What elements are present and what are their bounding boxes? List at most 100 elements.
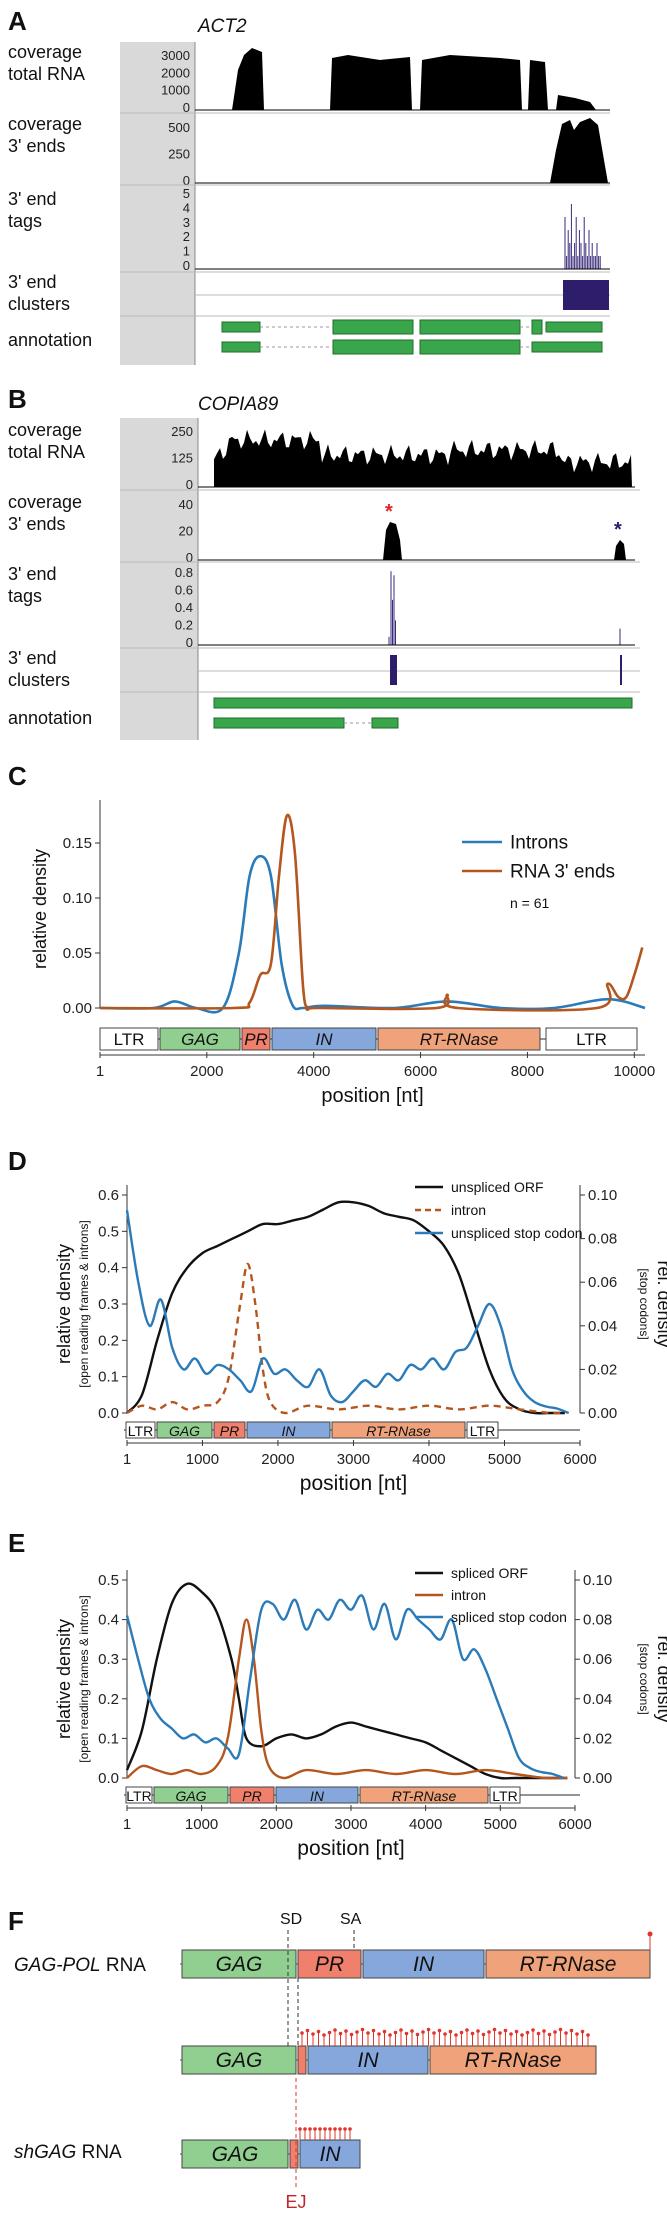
domain-label: LTR xyxy=(576,1030,607,1049)
tick-label: 0.2 xyxy=(175,618,193,633)
sd-label: SD xyxy=(280,1911,302,1928)
domain-box xyxy=(159,1027,241,1051)
row3-in-label: IN xyxy=(320,2143,342,2166)
row2-stop-dot xyxy=(481,2032,486,2037)
series-line-spliced-stop-codon xyxy=(125,1594,565,1780)
tick-label: 1000 xyxy=(161,83,190,98)
y-axis-sublabel: [open reading frames & introns] xyxy=(77,1595,91,1762)
row2-stop-dot xyxy=(355,2030,359,2034)
series-line-rna-3-ends xyxy=(99,813,644,1012)
legend-label: spliced ORF xyxy=(451,1565,528,1581)
panel-e: E 0.5 0.4 0.3 0.2 0.1 0.0 0.10 0.08 0.06 0.04 0.02… xyxy=(8,1528,667,1860)
row3-stop-dot xyxy=(308,2127,312,2131)
row1-pr xyxy=(297,1949,362,1979)
row2-stop-dot xyxy=(448,2029,453,2034)
domain-label: PR xyxy=(242,1788,261,1804)
domain-label: LTR xyxy=(470,1423,495,1439)
domain-box xyxy=(125,1786,153,1804)
row2-stop-dot xyxy=(459,2030,464,2035)
x-tick-label: 4000 xyxy=(409,1816,442,1833)
x-tick-label: 8000 xyxy=(511,1063,544,1080)
y2-tick-label: 0.10 xyxy=(583,1572,612,1589)
y2-tick-label: 0.02 xyxy=(583,1730,612,1747)
x-tick-label: 1 xyxy=(96,1063,104,1080)
y2-tick-label: 0.06 xyxy=(583,1651,612,1668)
row2-stop-dot xyxy=(360,2027,365,2032)
panel-letter-b: B xyxy=(8,384,27,414)
tick-label: 20 xyxy=(179,524,193,539)
row2-stop-dot xyxy=(410,2029,414,2033)
domain-label: IN xyxy=(310,1788,325,1804)
y2-tick-label: 0.08 xyxy=(588,1231,617,1248)
diagram-f: GAG PR IN RT-RNase SD SA GAG IN RT-RNase GAG IN EJ xyxy=(180,1911,653,2212)
track-label: coverage xyxy=(8,114,82,134)
track-label: annotation xyxy=(8,708,92,728)
row2-in xyxy=(307,2045,429,2075)
track-label: coverage xyxy=(8,42,82,62)
domain-label: PR xyxy=(244,1030,268,1049)
row2-stop-dot xyxy=(514,2029,519,2034)
domain-box xyxy=(545,1027,638,1051)
series-line-intron xyxy=(126,1262,565,1415)
domain-box xyxy=(246,1421,331,1439)
chart-d: 0.6 0.5 0.4 0.3 0.2 0.1 0.0 0.10 0.08 0.06 0.04 0.0… xyxy=(54,1179,667,1495)
row2-rt-label: RT-RNase xyxy=(465,2049,562,2072)
y-tick-label: 0.10 xyxy=(63,890,92,907)
y2-axis-label: rel. density xyxy=(654,1635,667,1722)
y-tick-label: 0.2 xyxy=(98,1332,119,1349)
tick-label: 2 xyxy=(183,229,190,244)
row2-stop-dot xyxy=(300,2031,304,2035)
row2-stop-dot xyxy=(415,2032,420,2037)
row2-stop-dot xyxy=(470,2031,475,2036)
track-label: total RNA xyxy=(8,64,85,84)
x-tick-label: 1000 xyxy=(185,1816,218,1833)
annotation-introns-a xyxy=(260,326,532,348)
y2-tick-label: 0.00 xyxy=(588,1405,617,1422)
y2-axis-sublabel: [stop codons] xyxy=(637,1643,651,1714)
coverage-3p-ends-b xyxy=(383,522,626,560)
domain-label: RT-RNase xyxy=(420,1030,498,1049)
track-label: coverage xyxy=(8,492,82,512)
row2-stop-dot xyxy=(536,2031,541,2036)
row1-rt-label: RT-RNase xyxy=(520,1953,617,1976)
tick-label: 3000 xyxy=(161,48,190,63)
tick-label: 5 xyxy=(183,186,190,201)
track-label: 3' end xyxy=(8,648,56,668)
tick-label: 4 xyxy=(183,200,190,215)
row2-stop-dot xyxy=(421,2030,425,2034)
track-label: 3' ends xyxy=(8,136,65,156)
row3-stop-dot xyxy=(333,2127,337,2131)
row2-stop-dot xyxy=(338,2031,343,2036)
panel-c: C 0.15 0.10 0.05 0.00 LTR GAG PR IN RT-RNase LTR 1… xyxy=(8,761,655,1107)
tick-label: 1 xyxy=(183,244,190,259)
panel-f: F GAG-POL RNA shGAG RNA GAG PR IN RT-RNase S… xyxy=(8,1906,653,2212)
domain-box xyxy=(156,1421,213,1439)
track-label: coverage xyxy=(8,420,82,440)
gag-pol-rna-label: GAG-POL RNA xyxy=(14,1955,146,1976)
cluster-b-2 xyxy=(620,655,622,685)
row3-stop-dot xyxy=(313,2127,317,2131)
x-tick-label: 4000 xyxy=(412,1451,445,1468)
series-line-unspliced-orf xyxy=(126,1200,565,1415)
x-tick-label: 1 xyxy=(123,1451,131,1468)
panel-letter-f: F xyxy=(8,1906,24,1936)
row2-stop-dot xyxy=(311,2032,315,2036)
row2-stop-dot xyxy=(316,2029,321,2034)
row2-stop-dot xyxy=(487,2030,491,2034)
row2-stop-dot xyxy=(432,2031,436,2035)
row2-gag-label: GAG xyxy=(216,2049,263,2072)
row2-stop-dot xyxy=(443,2032,447,2036)
y-tick-label: 0.1 xyxy=(98,1369,119,1386)
row2-stop-dot xyxy=(399,2028,403,2032)
row2-stop-dot xyxy=(547,2032,552,2037)
tick-label: 3 xyxy=(183,215,190,230)
y-tick-label: 0.3 xyxy=(98,1651,119,1668)
coverage-total-rna-b xyxy=(214,429,632,487)
row2-stop-dot xyxy=(426,2027,431,2032)
x-axis-label: position [nt] xyxy=(321,1085,423,1107)
row2-stop-dot xyxy=(327,2030,332,2035)
